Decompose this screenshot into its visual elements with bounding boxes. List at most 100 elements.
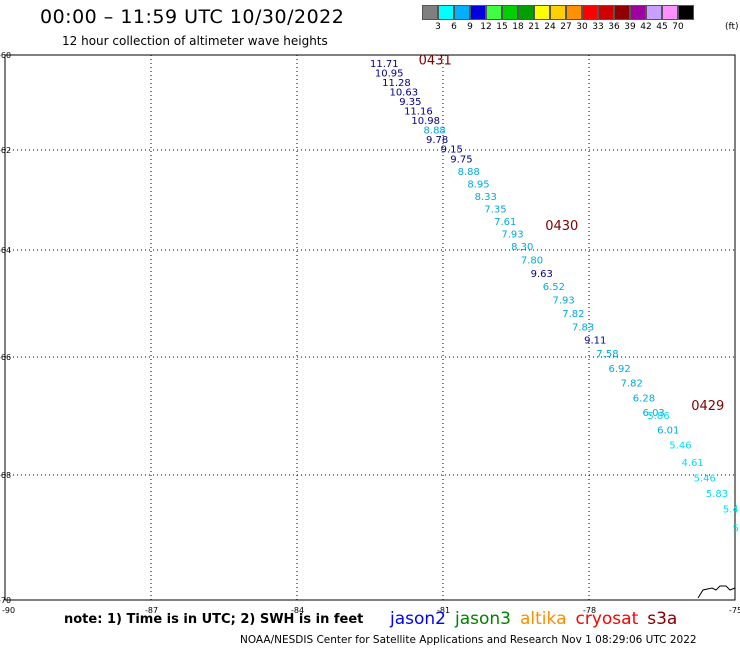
scale-swatch bbox=[470, 5, 486, 20]
wave-height-label: 7.58 bbox=[596, 349, 618, 360]
map-subtitle: 12 hour collection of altimeter wave hei… bbox=[62, 34, 328, 48]
wave-height-label: 8.33 bbox=[475, 192, 497, 203]
color-scale-legend: 3 6 9 12 15 18 21 24 27 30 33 36 39 42 45 70 (ft) bbox=[422, 5, 739, 32]
lon-tick-label: -90 bbox=[2, 606, 15, 615]
footer-note: note: 1) Time is in UTC; 2) SWH is in fe… bbox=[64, 612, 364, 627]
credit-line: NOAA/NESDIS Center for Satellite Applica… bbox=[240, 634, 697, 646]
color-scale-labels: 3 6 9 12 15 18 21 24 27 30 33 36 39 42 45 70 bbox=[422, 22, 694, 32]
lat-tick-label: -64 bbox=[0, 246, 11, 255]
scale-swatch bbox=[454, 5, 470, 20]
wave-height-label: 7.80 bbox=[521, 255, 543, 266]
lat-tick-label: -60 bbox=[0, 51, 11, 60]
lon-tick-label: -81 bbox=[437, 606, 450, 615]
satellite-jason3: jason3 bbox=[455, 609, 511, 629]
wave-height-label: 6.28 bbox=[633, 393, 655, 404]
scale-label: 9 bbox=[467, 22, 473, 32]
scale-label: 33 bbox=[592, 22, 604, 32]
coastline bbox=[697, 585, 736, 599]
scale-label: 42 bbox=[640, 22, 652, 32]
scale-swatch bbox=[678, 5, 694, 20]
scale-swatch bbox=[518, 5, 534, 20]
wave-height-label: 5.46 bbox=[669, 440, 691, 451]
lat-tick-label: -66 bbox=[0, 353, 11, 362]
wave-height-label: 9.78 bbox=[426, 135, 448, 146]
wave-height-label: 9.11 bbox=[584, 336, 606, 347]
scale-label: 12 bbox=[480, 22, 492, 32]
wave-height-label: 8.30 bbox=[511, 242, 533, 253]
scale-label: 27 bbox=[560, 22, 572, 32]
scale-label: 30 bbox=[576, 22, 588, 32]
scale-label: 45 bbox=[656, 22, 668, 32]
wave-height-label: 9.63 bbox=[531, 269, 553, 280]
satellite-jason2: jason2 bbox=[390, 609, 446, 629]
wave-height-label: 10.95 bbox=[375, 68, 404, 79]
scale-label: 70 bbox=[672, 22, 684, 32]
wave-height-label: 7.82 bbox=[562, 309, 584, 320]
lon-tick-label: -75 bbox=[729, 606, 740, 615]
wave-height-label: 6.52 bbox=[543, 282, 565, 293]
wave-height-label: 6.01 bbox=[657, 426, 679, 437]
map-frame bbox=[4, 54, 736, 601]
wave-height-label: 7.35 bbox=[484, 205, 506, 216]
lon-tick-label: -84 bbox=[291, 606, 304, 615]
pass-time-label: 0430 bbox=[545, 219, 578, 234]
scale-swatch bbox=[582, 5, 598, 20]
wave-height-label: 11.16 bbox=[404, 106, 433, 117]
wave-height-label: 5 bbox=[733, 523, 739, 534]
scale-swatch bbox=[630, 5, 646, 20]
lat-tick-label: -70 bbox=[0, 596, 11, 605]
satellite-s3a: s3a bbox=[647, 609, 678, 629]
satellite-altika: altika bbox=[520, 609, 567, 629]
wave-height-label: 7.83 bbox=[572, 322, 594, 333]
map-title: 00:00 – 11:59 UTC 10/30/2022 bbox=[40, 6, 345, 28]
scale-swatch bbox=[550, 5, 566, 20]
wave-height-label: 11.71 bbox=[370, 59, 399, 70]
scale-swatch bbox=[662, 5, 678, 20]
wave-height-label: 9.75 bbox=[450, 155, 472, 166]
scale-label: 24 bbox=[544, 22, 556, 32]
wave-height-label: 5.86 bbox=[647, 411, 669, 422]
scale-swatch bbox=[534, 5, 550, 20]
lon-tick-label: -78 bbox=[583, 606, 596, 615]
wave-height-label: 7.82 bbox=[621, 379, 643, 390]
scale-label: 3 bbox=[435, 22, 441, 32]
pass-time-label: 0431 bbox=[419, 54, 452, 69]
lat-tick-label: -62 bbox=[0, 146, 11, 155]
lon-tick-label: -87 bbox=[145, 606, 158, 615]
wave-height-label: 7.61 bbox=[494, 217, 516, 228]
scale-swatch bbox=[438, 5, 454, 20]
wave-height-label: 8.95 bbox=[467, 180, 489, 191]
scale-swatch bbox=[422, 5, 438, 20]
wave-height-label: 10.98 bbox=[411, 116, 440, 127]
scale-swatch bbox=[646, 5, 662, 20]
scale-swatch bbox=[614, 5, 630, 20]
color-scale-unit: (ft) bbox=[725, 22, 739, 32]
wave-height-label: 11.28 bbox=[382, 78, 411, 89]
wave-height-label: 7.93 bbox=[501, 230, 523, 241]
wave-height-label: 9.35 bbox=[399, 97, 421, 108]
color-scale-swatches bbox=[422, 5, 694, 20]
scale-label: 18 bbox=[512, 22, 524, 32]
scale-label: 6 bbox=[451, 22, 457, 32]
scale-label: 15 bbox=[496, 22, 508, 32]
wave-height-label: 6.03 bbox=[643, 408, 665, 419]
satellite-cryosat: cryosat bbox=[575, 609, 639, 629]
wave-height-label: 10.63 bbox=[389, 87, 418, 98]
scale-label: 36 bbox=[608, 22, 620, 32]
wave-height-label: 7.93 bbox=[553, 296, 575, 307]
scale-swatch bbox=[486, 5, 502, 20]
scale-swatch bbox=[566, 5, 582, 20]
wave-height-label: 5.4 bbox=[723, 505, 739, 516]
lat-tick-label: -68 bbox=[0, 471, 11, 480]
scale-swatch bbox=[502, 5, 518, 20]
wave-height-label: 9.15 bbox=[441, 145, 463, 156]
wave-height-label: 4.61 bbox=[681, 458, 703, 469]
wave-height-label: 8.88 bbox=[424, 125, 446, 136]
scale-label: 39 bbox=[624, 22, 636, 32]
wave-height-label: 5.46 bbox=[694, 473, 716, 484]
scale-label: 21 bbox=[528, 22, 540, 32]
satellite-legend: jason2 jason3 altika cryosat s3a bbox=[390, 609, 686, 629]
wave-height-label: 5.83 bbox=[706, 489, 728, 500]
scale-swatch bbox=[598, 5, 614, 20]
